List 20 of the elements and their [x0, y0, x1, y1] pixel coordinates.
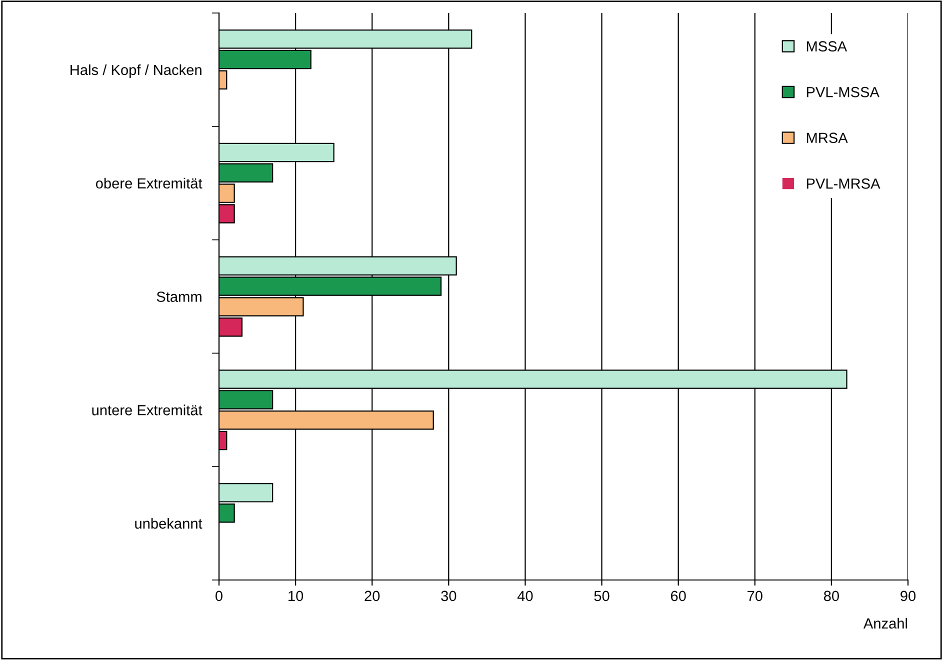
legend-label: PVL-MSSA [806, 86, 880, 98]
x-tick-label: 70 [748, 590, 762, 602]
x-tick-label: 50 [594, 590, 610, 602]
x-tick-label: 0 [216, 590, 222, 602]
y-tick-label: untere Extremität [92, 404, 202, 416]
y-tick-label: Stamm [156, 292, 202, 302]
x-tick-label: 40 [517, 590, 533, 602]
y-tick-label: obere Extremität [96, 178, 202, 189]
x-tick-label: 10 [288, 590, 304, 602]
x-tick-label: 60 [670, 590, 686, 602]
y-tick-label: Hals / Kopf / Nacken [70, 64, 202, 78]
legend-label: MSSA [806, 41, 848, 52]
x-axis-title: Anzahl [863, 618, 908, 629]
legend-label: MRSA [806, 132, 848, 144]
legend-label: PVL-MRSA [806, 178, 880, 189]
x-tick-label: 90 [900, 590, 916, 602]
x-tick-label: 20 [364, 590, 380, 602]
x-tick-label: 30 [441, 590, 456, 602]
x-tick-label: 80 [824, 590, 839, 602]
y-tick-label: unbekannt [135, 518, 202, 529]
